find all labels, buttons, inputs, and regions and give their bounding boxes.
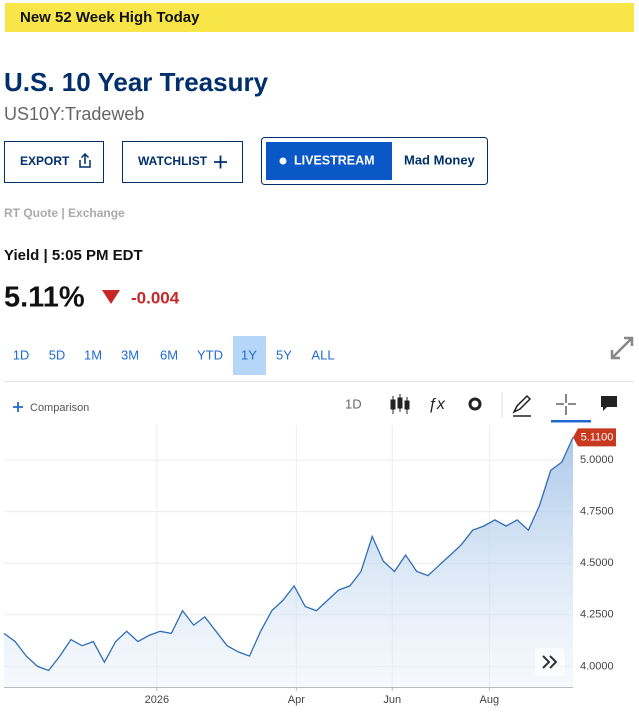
range-tab[interactable]: 1Y	[241, 347, 257, 362]
comparison-icon	[13, 402, 23, 412]
x-tick-label: Apr	[288, 694, 305, 706]
draw-icon[interactable]	[512, 394, 532, 417]
comparison[interactable]: Comparison	[30, 402, 89, 414]
livestream-label: LIVESTREAM	[294, 153, 375, 167]
export-button[interactable]: EXPORT	[4, 141, 104, 183]
range-tab[interactable]: 5Y	[276, 347, 292, 362]
x-tick-label: Aug	[480, 694, 500, 706]
watchlist-button[interactable]: WATCHLIST	[122, 141, 243, 183]
y-tick-label: 4.0000	[580, 660, 614, 672]
show-label: Mad Money	[404, 152, 476, 167]
quote-source: RT Quote | Exchange	[4, 206, 125, 220]
livestream-button[interactable]: LIVESTREAM Mad Money	[261, 137, 488, 185]
active-tab	[233, 336, 266, 375]
banner	[5, 3, 634, 32]
interval[interactable]: 1D	[345, 396, 362, 411]
down-arrow	[102, 290, 120, 304]
range-tab[interactable]: 6M	[160, 347, 178, 362]
symbol: US10Y:Tradeweb	[4, 104, 144, 124]
settings-icon[interactable]	[468, 397, 482, 411]
last-value-label: 5.1100	[581, 431, 614, 443]
scroll-button[interactable]	[535, 648, 565, 676]
candle-icon[interactable]	[390, 394, 410, 414]
change: -0.004	[131, 288, 180, 307]
button-label: WATCHLIST	[138, 154, 208, 168]
notes-icon[interactable]	[601, 396, 617, 411]
range-tab[interactable]: 1D	[13, 347, 30, 362]
y-tick-label: 4.5000	[580, 557, 614, 569]
crosshair-icon[interactable]	[556, 394, 576, 415]
range-tab[interactable]: ALL	[311, 347, 334, 362]
y-tick-label: 4.7500	[580, 506, 614, 518]
x-tick-label: Jun	[383, 694, 401, 706]
expand-icon[interactable]	[610, 336, 634, 360]
banner-text: New 52 Week High Today	[20, 9, 200, 26]
button-label: EXPORT	[20, 154, 70, 168]
y-tick-label: 5.0000	[580, 454, 614, 466]
range-tab[interactable]: 5D	[49, 347, 66, 362]
y-tick-label: 4.2500	[580, 609, 614, 621]
range-tab[interactable]: 3M	[121, 347, 139, 362]
x-tick-label: 2026	[145, 694, 169, 706]
area	[4, 437, 573, 687]
active-tool	[551, 420, 591, 423]
chart: 4.0000 4.2500 4.5000 4.7500 5.0000 2026 Apr Jun…	[3, 425, 616, 706]
indicator-icon[interactable]: ƒx	[428, 396, 446, 413]
range-tabs: 1D 5D 1M 3M 6M YTD 1Y 5Y ALL	[13, 336, 335, 375]
last-value-tag	[573, 428, 616, 447]
price: 5.11%	[4, 282, 85, 314]
line	[3, 437, 574, 672]
range-tab[interactable]: YTD	[197, 347, 223, 362]
yield-label: Yield | 5:05 PM EDT	[4, 247, 143, 264]
range-tab[interactable]: 1M	[84, 347, 102, 362]
title: U.S. 10 Year Treasury	[4, 67, 269, 97]
